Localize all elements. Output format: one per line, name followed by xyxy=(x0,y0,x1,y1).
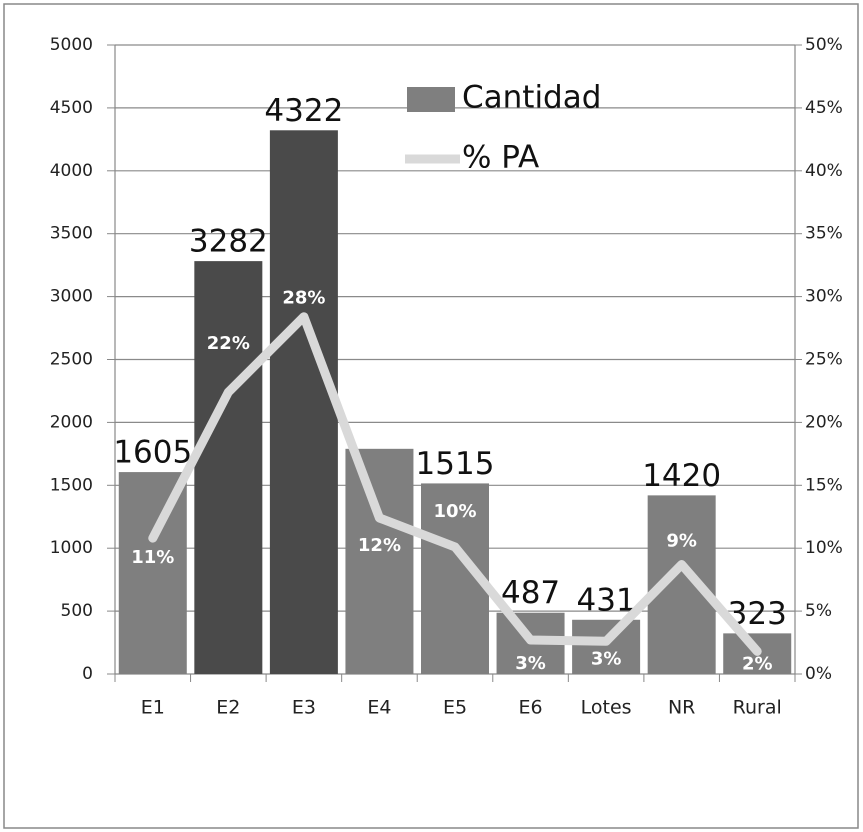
y-tick-label: 500 xyxy=(61,601,93,621)
frame xyxy=(3,3,859,829)
line-value-label: 3% xyxy=(591,648,622,669)
line-value-label: 2% xyxy=(742,653,773,674)
y-tick-label: 0 xyxy=(82,664,93,684)
y-tick-label: 3000 xyxy=(50,287,93,307)
bar-value-label: 1605 xyxy=(113,435,192,471)
x-tick-label: Lotes xyxy=(581,697,632,719)
y2-tick-label: 15% xyxy=(805,475,843,495)
y2-tick-label: 30% xyxy=(805,287,843,307)
y-tick-label: 4000 xyxy=(50,161,93,181)
bar xyxy=(194,261,263,674)
y-tick-label: 4500 xyxy=(50,98,93,118)
line-value-label: 12% xyxy=(358,535,401,556)
x-tick-label: E1 xyxy=(141,697,165,719)
bar-value-label: 431 xyxy=(577,582,636,618)
legend-label: Cantidad xyxy=(462,80,601,116)
y2-tick-label: 20% xyxy=(805,412,843,432)
y2-tick-label: 25% xyxy=(805,350,843,370)
y2-tick-label: 40% xyxy=(805,161,843,181)
line-value-label: 22% xyxy=(207,333,250,354)
y2-tick-label: 0% xyxy=(805,664,832,684)
y2-tick-label: 10% xyxy=(805,538,843,558)
x-tick-label: Rural xyxy=(733,697,782,719)
y2-tick-label: 45% xyxy=(805,98,843,118)
line xyxy=(148,312,762,656)
line-value-label: 9% xyxy=(666,531,697,552)
line-value-label: 3% xyxy=(515,653,546,674)
x-tick-label: NR xyxy=(668,697,695,719)
y-tick-label: 3500 xyxy=(50,224,93,244)
y-tick-label: 1500 xyxy=(50,475,93,495)
bar-value-label: 1420 xyxy=(642,458,721,494)
line-value-label: 11% xyxy=(131,547,174,568)
bar-value-label: 1515 xyxy=(416,446,495,482)
y2-tick-label: 5% xyxy=(805,601,832,621)
x-tick-label: E4 xyxy=(367,697,391,719)
y-tick-label: 2000 xyxy=(50,412,93,432)
bar xyxy=(572,619,641,674)
line-value-label: 10% xyxy=(433,501,476,522)
y2-tick-label: 50% xyxy=(805,35,843,55)
y-tick-label: 2500 xyxy=(50,350,93,370)
y2-tick-label: 35% xyxy=(805,224,843,244)
x-tick-label: E6 xyxy=(519,697,543,719)
x-tick-label: E5 xyxy=(443,697,467,719)
x-tick-label: E3 xyxy=(292,697,316,719)
legend-swatch xyxy=(407,87,455,112)
bar xyxy=(269,130,338,674)
legend-label: % PA xyxy=(462,140,539,176)
bar-value-label: 487 xyxy=(501,575,560,611)
bar-value-label: 3282 xyxy=(189,224,268,260)
y-tick-label: 1000 xyxy=(50,538,93,558)
bar xyxy=(345,448,414,674)
y-tick-label: 5000 xyxy=(50,35,93,55)
x-tick-label: E2 xyxy=(216,697,240,719)
bar xyxy=(118,472,187,674)
line-value-label: 28% xyxy=(282,288,325,309)
bar-value-label: 4322 xyxy=(264,93,343,129)
